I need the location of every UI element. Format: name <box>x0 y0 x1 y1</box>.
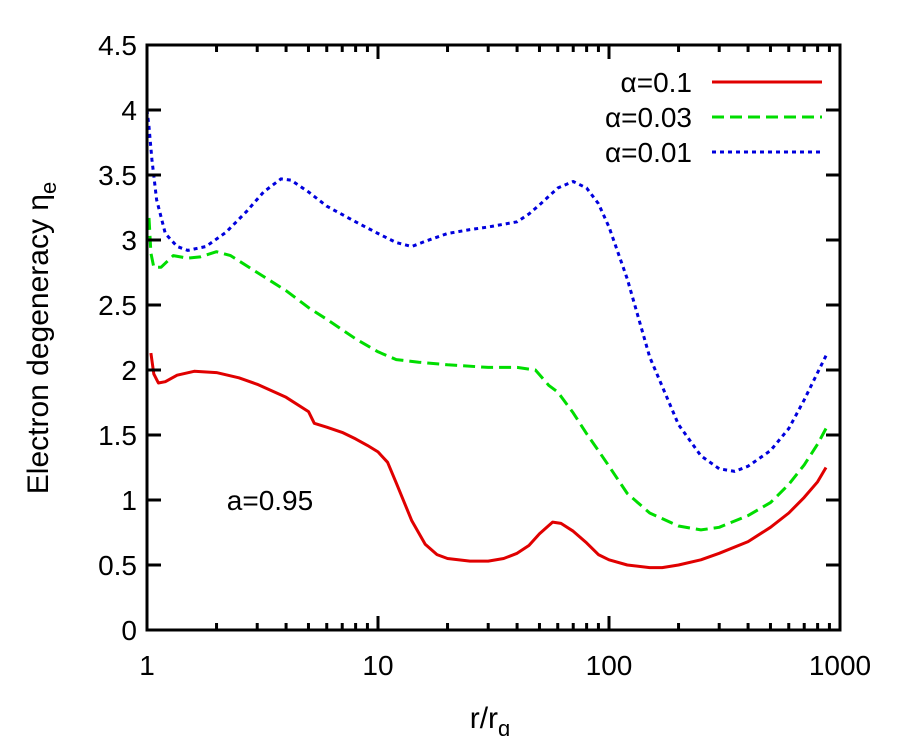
legend-label-3: α=0.01 <box>605 137 692 168</box>
x-tick-label: 100 <box>586 650 633 681</box>
series-line-3 <box>145 109 828 473</box>
axis-ticks <box>145 43 842 632</box>
y-tick-label: 2.5 <box>98 290 137 321</box>
y-tick-label: 1 <box>121 485 137 516</box>
y-tick-label: 0.5 <box>98 550 137 581</box>
x-tick-label: 10 <box>362 650 393 681</box>
y-axis-label-subscript: e <box>36 182 61 194</box>
y-axis-label-main: Electron degeneracy η <box>22 194 55 494</box>
y-tick-label: 3.5 <box>98 160 137 191</box>
series-line-2 <box>147 217 828 532</box>
series-curves <box>145 109 828 570</box>
plot-frame <box>145 43 842 632</box>
x-axis-label-main: r/r <box>470 702 498 735</box>
y-tick-label: 1.5 <box>98 420 137 451</box>
y-tick-label: 4.5 <box>98 30 137 61</box>
x-tick-label: 1000 <box>809 650 871 681</box>
spin-annotation: a=0.95 <box>227 485 313 516</box>
axis-tick-labels: 0 0.5 1 1.5 2 2.5 3 3.5 4 4.5 1 10 100 1000 <box>98 30 871 681</box>
legend: α=0.1 α=0.03 α=0.01 <box>605 67 822 168</box>
y-tick-label: 0 <box>121 615 137 646</box>
y-tick-label: 2 <box>121 355 137 386</box>
x-axis-label: r/rg <box>470 702 511 736</box>
y-tick-label: 4 <box>121 95 137 126</box>
legend-label-2: α=0.03 <box>605 102 692 133</box>
series-line-1 <box>149 352 828 570</box>
y-axis-label: Electron degeneracy ηe <box>22 182 61 494</box>
legend-label-1: α=0.1 <box>621 67 692 98</box>
y-tick-label: 3 <box>121 225 137 256</box>
x-tick-label: 1 <box>139 650 155 681</box>
x-axis-label-subscript: g <box>498 716 510 736</box>
